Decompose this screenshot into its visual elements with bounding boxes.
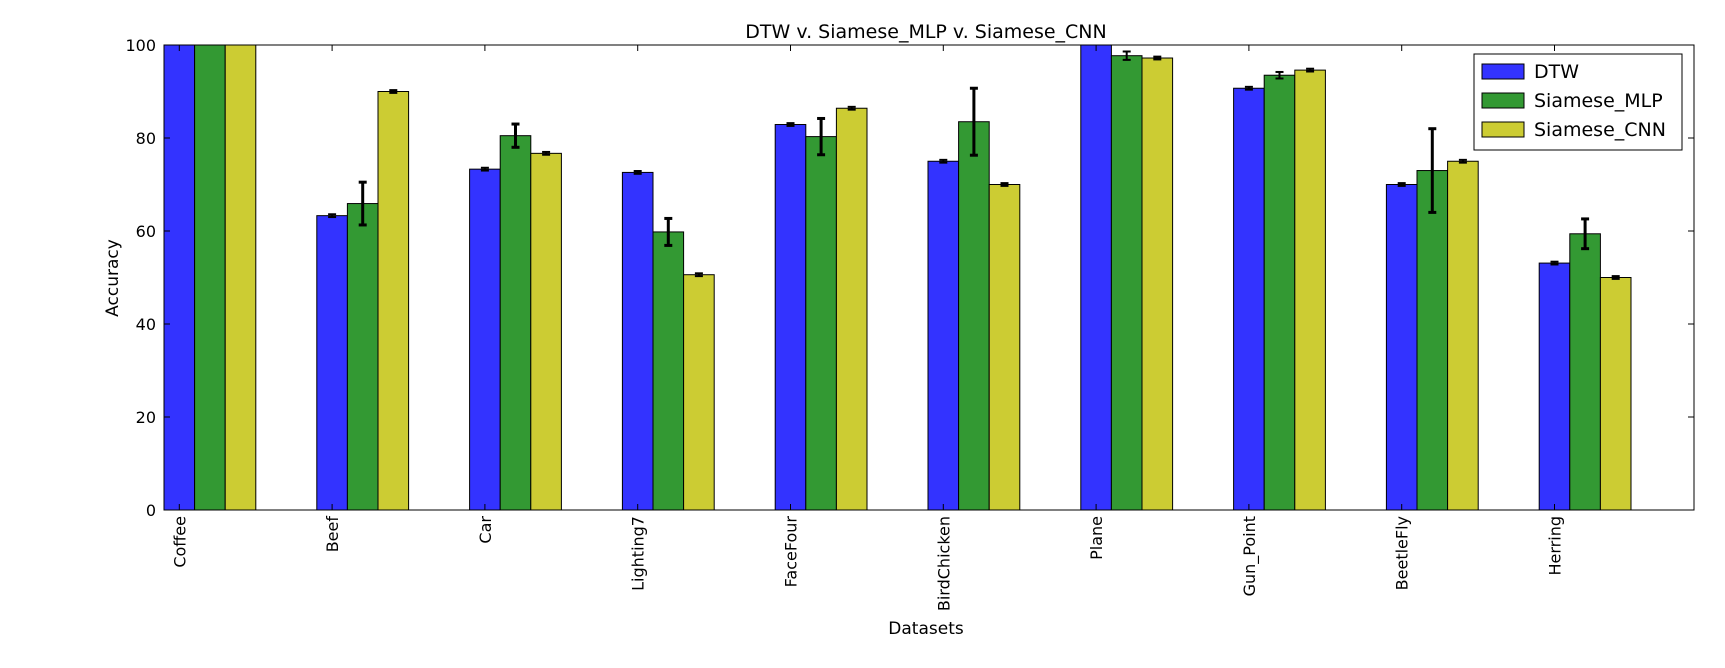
x-tick-label-gun-point: Gun_Point [1240,516,1260,596]
legend-label-siamese-cnn: Siamese_CNN [1534,119,1666,141]
bar-siamese-mlp-beetlefly [1416,170,1449,511]
bar-siamese-mlp-plane [1110,55,1143,511]
bar-dtw-coffee [163,44,196,511]
bar-dtw-herring [1538,262,1571,511]
legend-swatch-siamese-cnn [1481,121,1525,138]
bar-siamese-cnn-beetlefly [1447,160,1479,511]
plot-frame [163,44,1695,511]
x-tick-label-facefour: FaceFour [782,516,801,588]
x-tick-label-beetlefly: BeetleFly [1393,516,1412,590]
x-tick-label-lighting7: Lighting7 [629,516,648,591]
y-tick-label: 80 [136,129,156,148]
bar-siamese-mlp-facefour [805,136,837,511]
bar-dtw-car [469,168,501,511]
bar-siamese-mlp-coffee [194,44,226,511]
legend-swatch-dtw [1481,63,1525,80]
legend-swatch-siamese-mlp [1481,92,1525,109]
bar-dtw-beef [316,215,348,511]
bar-dtw-beetlefly [1385,184,1418,511]
bar-siamese-mlp-beef [346,203,379,511]
bar-siamese-cnn-herring [1599,277,1632,511]
y-tick-label: 100 [125,36,156,55]
bar-siamese-cnn-coffee [224,44,257,511]
y-tick-label: 0 [146,501,156,520]
plot-area: 0 20 40 60 80 100 Coffee Beef Car Lighting7 FaceFo… [125,36,1695,611]
bar-dtw-lighting7 [621,171,654,511]
x-tick-label-car: Car [476,516,495,544]
bar-siamese-cnn-gun-point [1294,69,1326,511]
y-tick-label: 60 [136,222,156,241]
bar-siamese-cnn-facefour [835,107,868,511]
bar-dtw-facefour [774,124,807,511]
x-tick-label-birdchicken: BirdChicken [934,516,953,611]
y-axis-title: Accuracy [103,239,123,317]
bar-dtw-gun-point [1233,87,1265,511]
legend-label-siamese-mlp: Siamese_MLP [1534,90,1663,112]
x-tick-label-coffee: Coffee [170,516,189,568]
bar-siamese-mlp-car [499,135,532,511]
chart-title: DTW v. Siamese_MLP v. Siamese_CNN [745,21,1106,43]
bar-siamese-cnn-birdchicken [988,184,1021,511]
bar-dtw-plane [1080,44,1112,511]
bar-siamese-cnn-beef [377,91,410,511]
x-tick-label-plane: Plane [1087,516,1106,560]
bar-siamese-mlp-gun-point [1263,74,1296,511]
legend: DTW Siamese_MLP Siamese_CNN [1473,53,1683,151]
bar-siamese-mlp-birdchicken [958,121,990,511]
bar-siamese-cnn-car [530,152,562,511]
x-tick-label-herring: Herring [1546,516,1565,576]
x-tick-label-beef: Beef [323,516,342,553]
y-tick-label: 20 [136,408,156,427]
y-tick-label: 40 [136,315,156,334]
bar-siamese-mlp-herring [1569,233,1601,511]
legend-label-dtw: DTW [1534,61,1579,83]
x-axis-title: Datasets [888,619,964,639]
bar-siamese-cnn-plane [1141,57,1174,511]
bar-siamese-cnn-lighting7 [683,274,715,511]
bar-siamese-mlp-lighting7 [652,231,685,511]
bar-dtw-birdchicken [927,160,960,511]
